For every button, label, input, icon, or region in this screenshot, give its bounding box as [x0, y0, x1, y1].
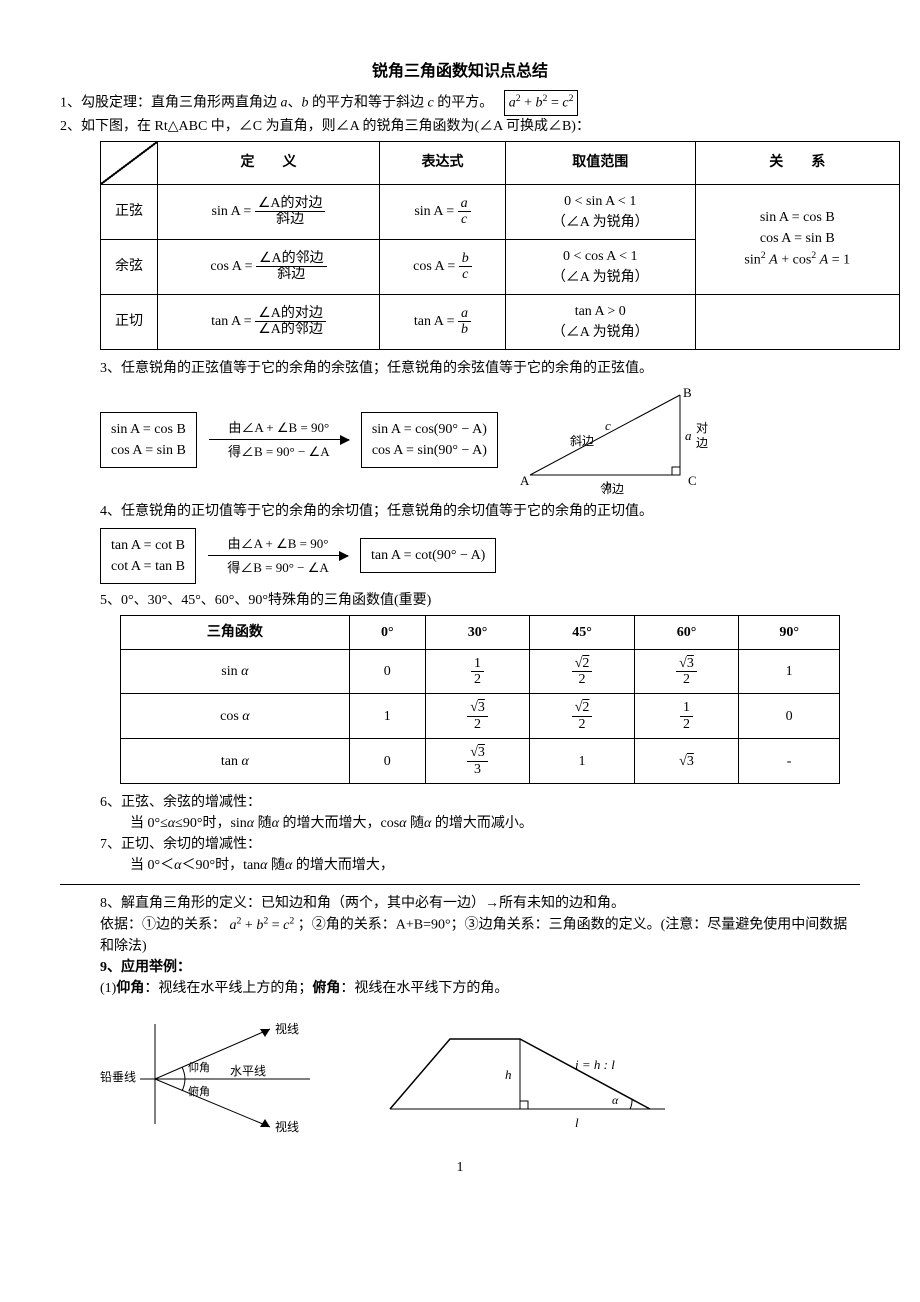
row-cos-values: cos α 1 √32 √22 12 0 — [121, 694, 840, 739]
svg-text:俯角: 俯角 — [188, 1084, 210, 1098]
trig-definition-table: 定 义 表达式 取值范围 关 系 正弦 sin A = ∠A的对边斜边 sin … — [100, 141, 900, 350]
box-3a: sin A = cos B cos A = sin B — [100, 412, 197, 468]
svg-text:视线: 视线 — [275, 1021, 299, 1036]
svg-text:视线: 视线 — [275, 1119, 299, 1134]
item-4-diagram-row: tan A = cot B cot A = tan B 由∠A + ∠B = 9… — [100, 528, 860, 584]
arrow-derive: 由∠A + ∠B = 90° 得∠B = 90° − ∠A — [209, 418, 349, 462]
col-relation: 关 系 — [695, 141, 899, 184]
item-4: 4、任意锐角的正切值等于它的余角的余切值；任意锐角的余切值等于它的余角的正切值。 — [100, 501, 860, 522]
svg-text:c: c — [605, 418, 611, 433]
slope-diagram: h l α i = h : l — [380, 1009, 680, 1139]
svg-text:邻边: 邻边 — [600, 482, 624, 495]
item-1: 1、勾股定理：直角三角形两直角边 a、b 的平方和等于斜边 c 的平方。 a2 … — [60, 90, 860, 116]
col-expression: 表达式 — [380, 141, 506, 184]
special-angles-table: 三角函数 0° 30° 45° 60° 90° sin α 0 12 √22 √… — [120, 615, 840, 784]
svg-text:对: 对 — [696, 421, 708, 435]
svg-text:斜边: 斜边 — [570, 434, 594, 448]
item-8: 8、解直角三角形的定义：已知边和角（两个，其中必有一边）→所有未知的边和角。 — [100, 893, 860, 914]
arrow-icon — [208, 555, 348, 556]
item-9: 9、应用举例： — [100, 957, 860, 978]
divider — [60, 884, 860, 885]
table-diag-cell — [101, 141, 158, 184]
row-sin-values: sin α 0 12 √22 √32 1 — [121, 649, 840, 694]
item-2: 2、如下图，在 Rt△ABC 中，∠C 为直角，则∠A 的锐角三角函数为(∠A … — [60, 116, 860, 137]
svg-text:i = h : l: i = h : l — [575, 1057, 615, 1072]
svg-text:水平线: 水平线 — [230, 1064, 266, 1078]
item-7: 7、正切、余切的增减性： — [100, 834, 860, 855]
col-definition: 定 义 — [158, 141, 380, 184]
elevation-depression-diagram: 铅垂线 视线 视线 水平线 仰角 俯角 — [90, 1009, 330, 1139]
row-sin: 正弦 sin A = ∠A的对边斜边 sin A = ac 0 < sin A … — [101, 184, 900, 239]
svg-text:铅垂线: 铅垂线 — [100, 1070, 136, 1084]
page-number: 1 — [60, 1157, 860, 1178]
svg-text:l: l — [575, 1115, 579, 1130]
box-4b: tan A = cot(90° − A) — [360, 538, 496, 573]
pythagoras-formula: a2 + b2 = c2 — [504, 90, 579, 116]
item-5: 5、0°、30°、45°、60°、90°特殊角的三角函数值(重要) — [100, 590, 860, 611]
item-6b: 当 0°≤α≤90°时，sinα 随α 的增大而增大，cosα 随α 的增大而减… — [130, 813, 860, 834]
item-3-diagram-row: sin A = cos B cos A = sin B 由∠A + ∠B = 9… — [100, 385, 860, 495]
svg-text:B: B — [683, 385, 692, 400]
item-3: 3、任意锐角的正弦值等于它的余角的余弦值；任意锐角的余弦值等于它的余角的正弦值。 — [100, 358, 860, 379]
svg-text:a: a — [685, 428, 692, 443]
item-9b: (1)仰角：视线在水平线上方的角；俯角：视线在水平线下方的角。 — [100, 978, 860, 999]
item-7b: 当 0°＜α＜90°时，tanα 随α 的增大而增大， — [130, 855, 860, 876]
relation-cell: sin A = cos B cos A = sin B sin2 A + cos… — [695, 184, 899, 294]
col-range: 取值范围 — [505, 141, 695, 184]
svg-text:A: A — [520, 473, 530, 488]
arrow-icon — [209, 439, 349, 440]
box-3b: sin A = cos(90° − A) cos A = sin(90° − A… — [361, 412, 498, 468]
svg-text:仰角: 仰角 — [188, 1060, 210, 1074]
item-6: 6、正弦、余弦的增减性： — [100, 792, 860, 813]
row-tan: 正切 tan A = ∠A的对边∠A的邻边 tan A = ab tan A >… — [101, 294, 900, 349]
svg-text:边: 边 — [696, 436, 708, 450]
right-triangle-icon: A B C a b c 斜边 对 边 邻边 — [510, 385, 720, 495]
arrow-derive-2: 由∠A + ∠B = 90° 得∠B = 90° − ∠A — [208, 534, 348, 578]
box-4a: tan A = cot B cot A = tan B — [100, 528, 196, 584]
svg-text:α: α — [612, 1093, 619, 1107]
item-8b: 依据：①边的关系： a2 + b2 = c2 ；②角的关系：A+B=90°；③边… — [100, 914, 860, 957]
row-tan-values: tan α 0 √33 1 √3 - — [121, 739, 840, 784]
page-title: 锐角三角函数知识点总结 — [60, 60, 860, 84]
svg-text:h: h — [505, 1067, 512, 1082]
svg-text:C: C — [688, 473, 697, 488]
